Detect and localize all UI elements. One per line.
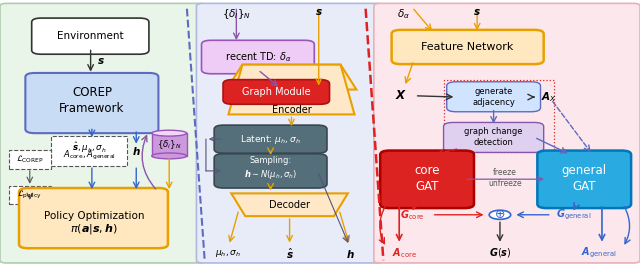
Text: Environment: Environment bbox=[58, 31, 124, 41]
FancyBboxPatch shape bbox=[19, 188, 168, 248]
FancyBboxPatch shape bbox=[0, 3, 206, 263]
Text: $\mu_h, \sigma_h$: $\mu_h, \sigma_h$ bbox=[215, 248, 241, 259]
Text: $\boldsymbol{s}$: $\boldsymbol{s}$ bbox=[315, 7, 323, 17]
Text: $\boldsymbol{G}_{\rm general}$: $\boldsymbol{G}_{\rm general}$ bbox=[556, 208, 591, 222]
FancyBboxPatch shape bbox=[538, 151, 631, 208]
Text: Feature Network: Feature Network bbox=[422, 42, 514, 52]
Text: $\pi(\boldsymbol{a}|\boldsymbol{s}, \boldsymbol{h})$: $\pi(\boldsymbol{a}|\boldsymbol{s}, \bol… bbox=[70, 222, 118, 236]
Text: COREP
Framework: COREP Framework bbox=[59, 86, 125, 115]
Text: Sampling:
$\boldsymbol{h}\sim N(\mu_h,\sigma_h)$: Sampling: $\boldsymbol{h}\sim N(\mu_h,\s… bbox=[244, 156, 297, 180]
FancyBboxPatch shape bbox=[196, 3, 383, 263]
Text: graph change
detection: graph change detection bbox=[465, 128, 523, 147]
Text: $\oplus$: $\oplus$ bbox=[494, 208, 506, 221]
Text: freeze
unfreeze: freeze unfreeze bbox=[488, 168, 522, 188]
Text: $\boldsymbol{X}$: $\boldsymbol{X}$ bbox=[395, 89, 407, 102]
FancyBboxPatch shape bbox=[32, 18, 149, 54]
Text: $\delta_\alpha$: $\delta_\alpha$ bbox=[397, 7, 410, 21]
Polygon shape bbox=[231, 193, 348, 216]
FancyBboxPatch shape bbox=[26, 73, 159, 133]
Text: $\boldsymbol{G}_{\rm core}$: $\boldsymbol{G}_{\rm core}$ bbox=[400, 208, 425, 222]
Text: core
GAT: core GAT bbox=[414, 164, 440, 193]
Text: $\boldsymbol{A}_{\rm general}$: $\boldsymbol{A}_{\rm general}$ bbox=[581, 246, 616, 260]
FancyBboxPatch shape bbox=[214, 154, 327, 188]
Text: $\boldsymbol{h}$: $\boldsymbol{h}$ bbox=[346, 247, 355, 260]
Text: $\boldsymbol{h}$: $\boldsymbol{h}$ bbox=[132, 145, 141, 157]
Text: $\boldsymbol{A}_{\rm core}$: $\boldsymbol{A}_{\rm core}$ bbox=[392, 246, 417, 260]
Polygon shape bbox=[228, 65, 355, 114]
FancyBboxPatch shape bbox=[9, 150, 51, 169]
FancyBboxPatch shape bbox=[380, 151, 474, 208]
FancyBboxPatch shape bbox=[392, 30, 543, 64]
FancyBboxPatch shape bbox=[9, 186, 51, 204]
Text: Encoder: Encoder bbox=[271, 105, 312, 115]
Text: $\hat{\boldsymbol{s}}, \mu_h, \sigma_h$: $\hat{\boldsymbol{s}}, \mu_h, \sigma_h$ bbox=[72, 140, 106, 155]
Text: Policy Optimization: Policy Optimization bbox=[44, 211, 144, 221]
Text: Latent: $\mu_h, \sigma_h$: Latent: $\mu_h, \sigma_h$ bbox=[240, 133, 301, 146]
Text: $\boldsymbol{s}$: $\boldsymbol{s}$ bbox=[97, 56, 105, 66]
Text: general
GAT: general GAT bbox=[562, 164, 607, 193]
Text: generate
adjacency: generate adjacency bbox=[472, 87, 515, 107]
Text: Graph Module: Graph Module bbox=[242, 87, 310, 97]
Text: $\mathcal{L}_{\rm policy}$: $\mathcal{L}_{\rm policy}$ bbox=[17, 189, 42, 201]
FancyBboxPatch shape bbox=[447, 82, 541, 112]
Ellipse shape bbox=[152, 153, 187, 159]
Text: recent TD: $\boldsymbol{\delta_\alpha}$: recent TD: $\boldsymbol{\delta_\alpha}$ bbox=[225, 50, 291, 64]
Text: $\boldsymbol{G}(\boldsymbol{s})$: $\boldsymbol{G}(\boldsymbol{s})$ bbox=[489, 246, 511, 259]
Circle shape bbox=[489, 210, 511, 219]
Ellipse shape bbox=[152, 130, 187, 136]
Text: $\mathcal{L}_{\rm COREP}$: $\mathcal{L}_{\rm COREP}$ bbox=[16, 153, 44, 165]
FancyBboxPatch shape bbox=[51, 136, 127, 166]
Text: $\{\delta_i\}_N$: $\{\delta_i\}_N$ bbox=[221, 7, 251, 21]
FancyBboxPatch shape bbox=[223, 80, 330, 104]
Polygon shape bbox=[227, 65, 356, 90]
FancyBboxPatch shape bbox=[214, 125, 327, 153]
FancyBboxPatch shape bbox=[202, 40, 314, 74]
Text: $\hat{\boldsymbol{s}}$: $\hat{\boldsymbol{s}}$ bbox=[285, 246, 294, 261]
Text: $\boldsymbol{A}_X$: $\boldsymbol{A}_X$ bbox=[541, 90, 557, 104]
Text: $\{\delta_i\}_N$: $\{\delta_i\}_N$ bbox=[157, 138, 182, 151]
Text: Decoder: Decoder bbox=[269, 200, 310, 210]
FancyBboxPatch shape bbox=[444, 122, 543, 153]
Text: $A_{\rm core}, A_{\rm general}$: $A_{\rm core}, A_{\rm general}$ bbox=[63, 149, 116, 162]
FancyBboxPatch shape bbox=[374, 3, 640, 263]
Polygon shape bbox=[152, 133, 187, 156]
Text: $\boldsymbol{s}$: $\boldsymbol{s}$ bbox=[473, 7, 481, 17]
